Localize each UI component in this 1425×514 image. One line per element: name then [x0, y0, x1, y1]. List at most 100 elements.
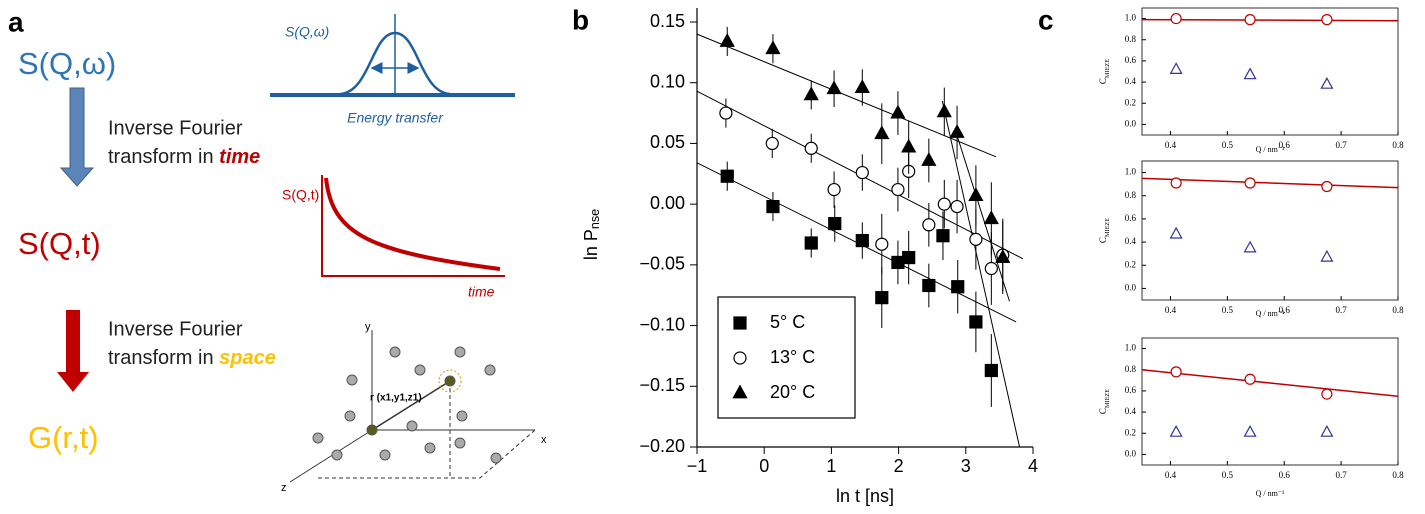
step-text: Inverse Fourier [108, 117, 243, 139]
step-text: Inverse Fourier [108, 318, 243, 340]
axis-name: z [281, 482, 287, 494]
y-tick-label: 0.8 [1125, 34, 1137, 44]
marker [983, 210, 999, 225]
marker [968, 187, 984, 202]
x-tick-label: 0.6 [1279, 305, 1291, 315]
x-axis-label: Q / nm⁻¹ [1256, 489, 1285, 498]
arrow [57, 310, 89, 392]
x-tick-label: 1 [826, 456, 836, 476]
marker [1243, 67, 1257, 80]
x-tick-label: 3 [961, 456, 971, 476]
y-axis-label-subscript: MIEZE [1104, 389, 1111, 408]
y-axis-label-subscript: nse [588, 209, 602, 229]
y-tick-label: 0.10 [650, 71, 685, 91]
step-text: transform in time [108, 146, 260, 168]
fit-line [1141, 18, 1399, 22]
marker [1244, 373, 1256, 385]
x-axis-label: ln t [ns] [836, 486, 894, 506]
axes [321, 175, 505, 277]
marker [875, 291, 889, 305]
x-tick-label: 2 [894, 456, 904, 476]
legend-marker [732, 384, 748, 399]
plot-frame [1141, 160, 1399, 301]
y-tick-label: 0.6 [1125, 385, 1137, 395]
marker [995, 249, 1011, 263]
y-tick-label: 0.0 [1125, 448, 1137, 458]
marker [950, 199, 964, 214]
marker [921, 151, 937, 166]
formula: S(Q,ω) [18, 46, 116, 81]
y-tick-label: −0.20 [639, 436, 685, 456]
label: S(Q,t) [282, 187, 319, 203]
axis-name: x [541, 434, 547, 446]
marker [1320, 424, 1334, 437]
chart: −0.20 −0.15 −0.10 −0.05 0.00 0.05 0.10 0.15 −1 0 1… [581, 8, 1038, 506]
label: Energy transfer [347, 110, 444, 126]
x-tick-label: 0.7 [1335, 305, 1347, 315]
fit-line [941, 100, 1021, 448]
marker [984, 363, 998, 378]
y-tick-label: −0.05 [639, 254, 685, 274]
y-tick-label: 0.8 [1125, 364, 1137, 374]
marker [1320, 76, 1334, 89]
marker [719, 32, 735, 47]
marker [855, 165, 869, 180]
marker [826, 80, 842, 95]
y-axis-label-main: C [1098, 78, 1108, 84]
y-tick-label: 0.4 [1125, 406, 1137, 416]
y-tick-label: 0.4 [1125, 76, 1137, 86]
marker [854, 79, 870, 93]
panel-label: c [1038, 4, 1054, 35]
x-axis-label: Q / nm⁻¹ [1256, 309, 1285, 318]
marker [949, 124, 965, 138]
legend-label: 20° C [770, 382, 815, 402]
marker [827, 182, 841, 197]
x-tick-label: 0.7 [1335, 470, 1347, 480]
marker [1321, 180, 1333, 193]
vector-label: r (x1,y1,z1) [370, 393, 422, 404]
legend-label: 5° C [770, 312, 805, 332]
marker [828, 216, 842, 231]
y-tick-label: 1.0 [1125, 167, 1137, 177]
marker [902, 250, 916, 265]
y-tick-label: 0.8 [1125, 190, 1137, 200]
x-tick-label: 0.5 [1222, 140, 1234, 150]
y-tick-label: −0.15 [639, 375, 685, 395]
marker [922, 218, 936, 232]
y-tick-label: 0.4 [1125, 236, 1137, 246]
y-axis-label-subscript: MIEZE [1104, 218, 1111, 237]
marker [1321, 388, 1333, 400]
plot-frame [1141, 337, 1399, 466]
y-axis-label-main: C [1098, 237, 1108, 243]
legend-marker [733, 351, 747, 365]
chart: 0.0 0.2 0.4 0.6 0.8 1.0 0.4 0.5 0.6 0.7 0.8 Q / nm⁻… [1098, 7, 1404, 154]
marker [901, 138, 917, 153]
x-axis-label: Q / nm⁻¹ [1256, 145, 1285, 154]
marker [936, 103, 952, 118]
marker [1170, 366, 1182, 378]
marker [951, 280, 965, 294]
formula: G(r,t) [28, 420, 99, 455]
legend-label: 13° C [770, 347, 815, 367]
marker [804, 236, 818, 250]
marker [1320, 249, 1334, 262]
y-tick-label: 0.2 [1125, 259, 1136, 269]
y-tick-label: 0.2 [1125, 427, 1136, 437]
label: time [468, 284, 495, 300]
x-tick-label: 0.7 [1335, 140, 1347, 150]
y-axis-label: CMIEZE [1098, 389, 1111, 414]
marker [1243, 424, 1257, 437]
marker [969, 315, 983, 329]
x-tick-label: 0.4 [1165, 470, 1177, 480]
panel-label: b [572, 4, 589, 35]
marker [1170, 177, 1182, 189]
fit-line [696, 33, 997, 158]
x-tick-label: −1 [687, 456, 708, 476]
y-axis-label: CMIEZE [1098, 59, 1111, 84]
fit-line [1141, 369, 1399, 397]
y-tick-label: 0.05 [650, 132, 685, 152]
y-axis-label-main: ln P [581, 229, 601, 260]
x-tick-label: 0.5 [1222, 470, 1234, 480]
decay-curve [324, 177, 501, 271]
